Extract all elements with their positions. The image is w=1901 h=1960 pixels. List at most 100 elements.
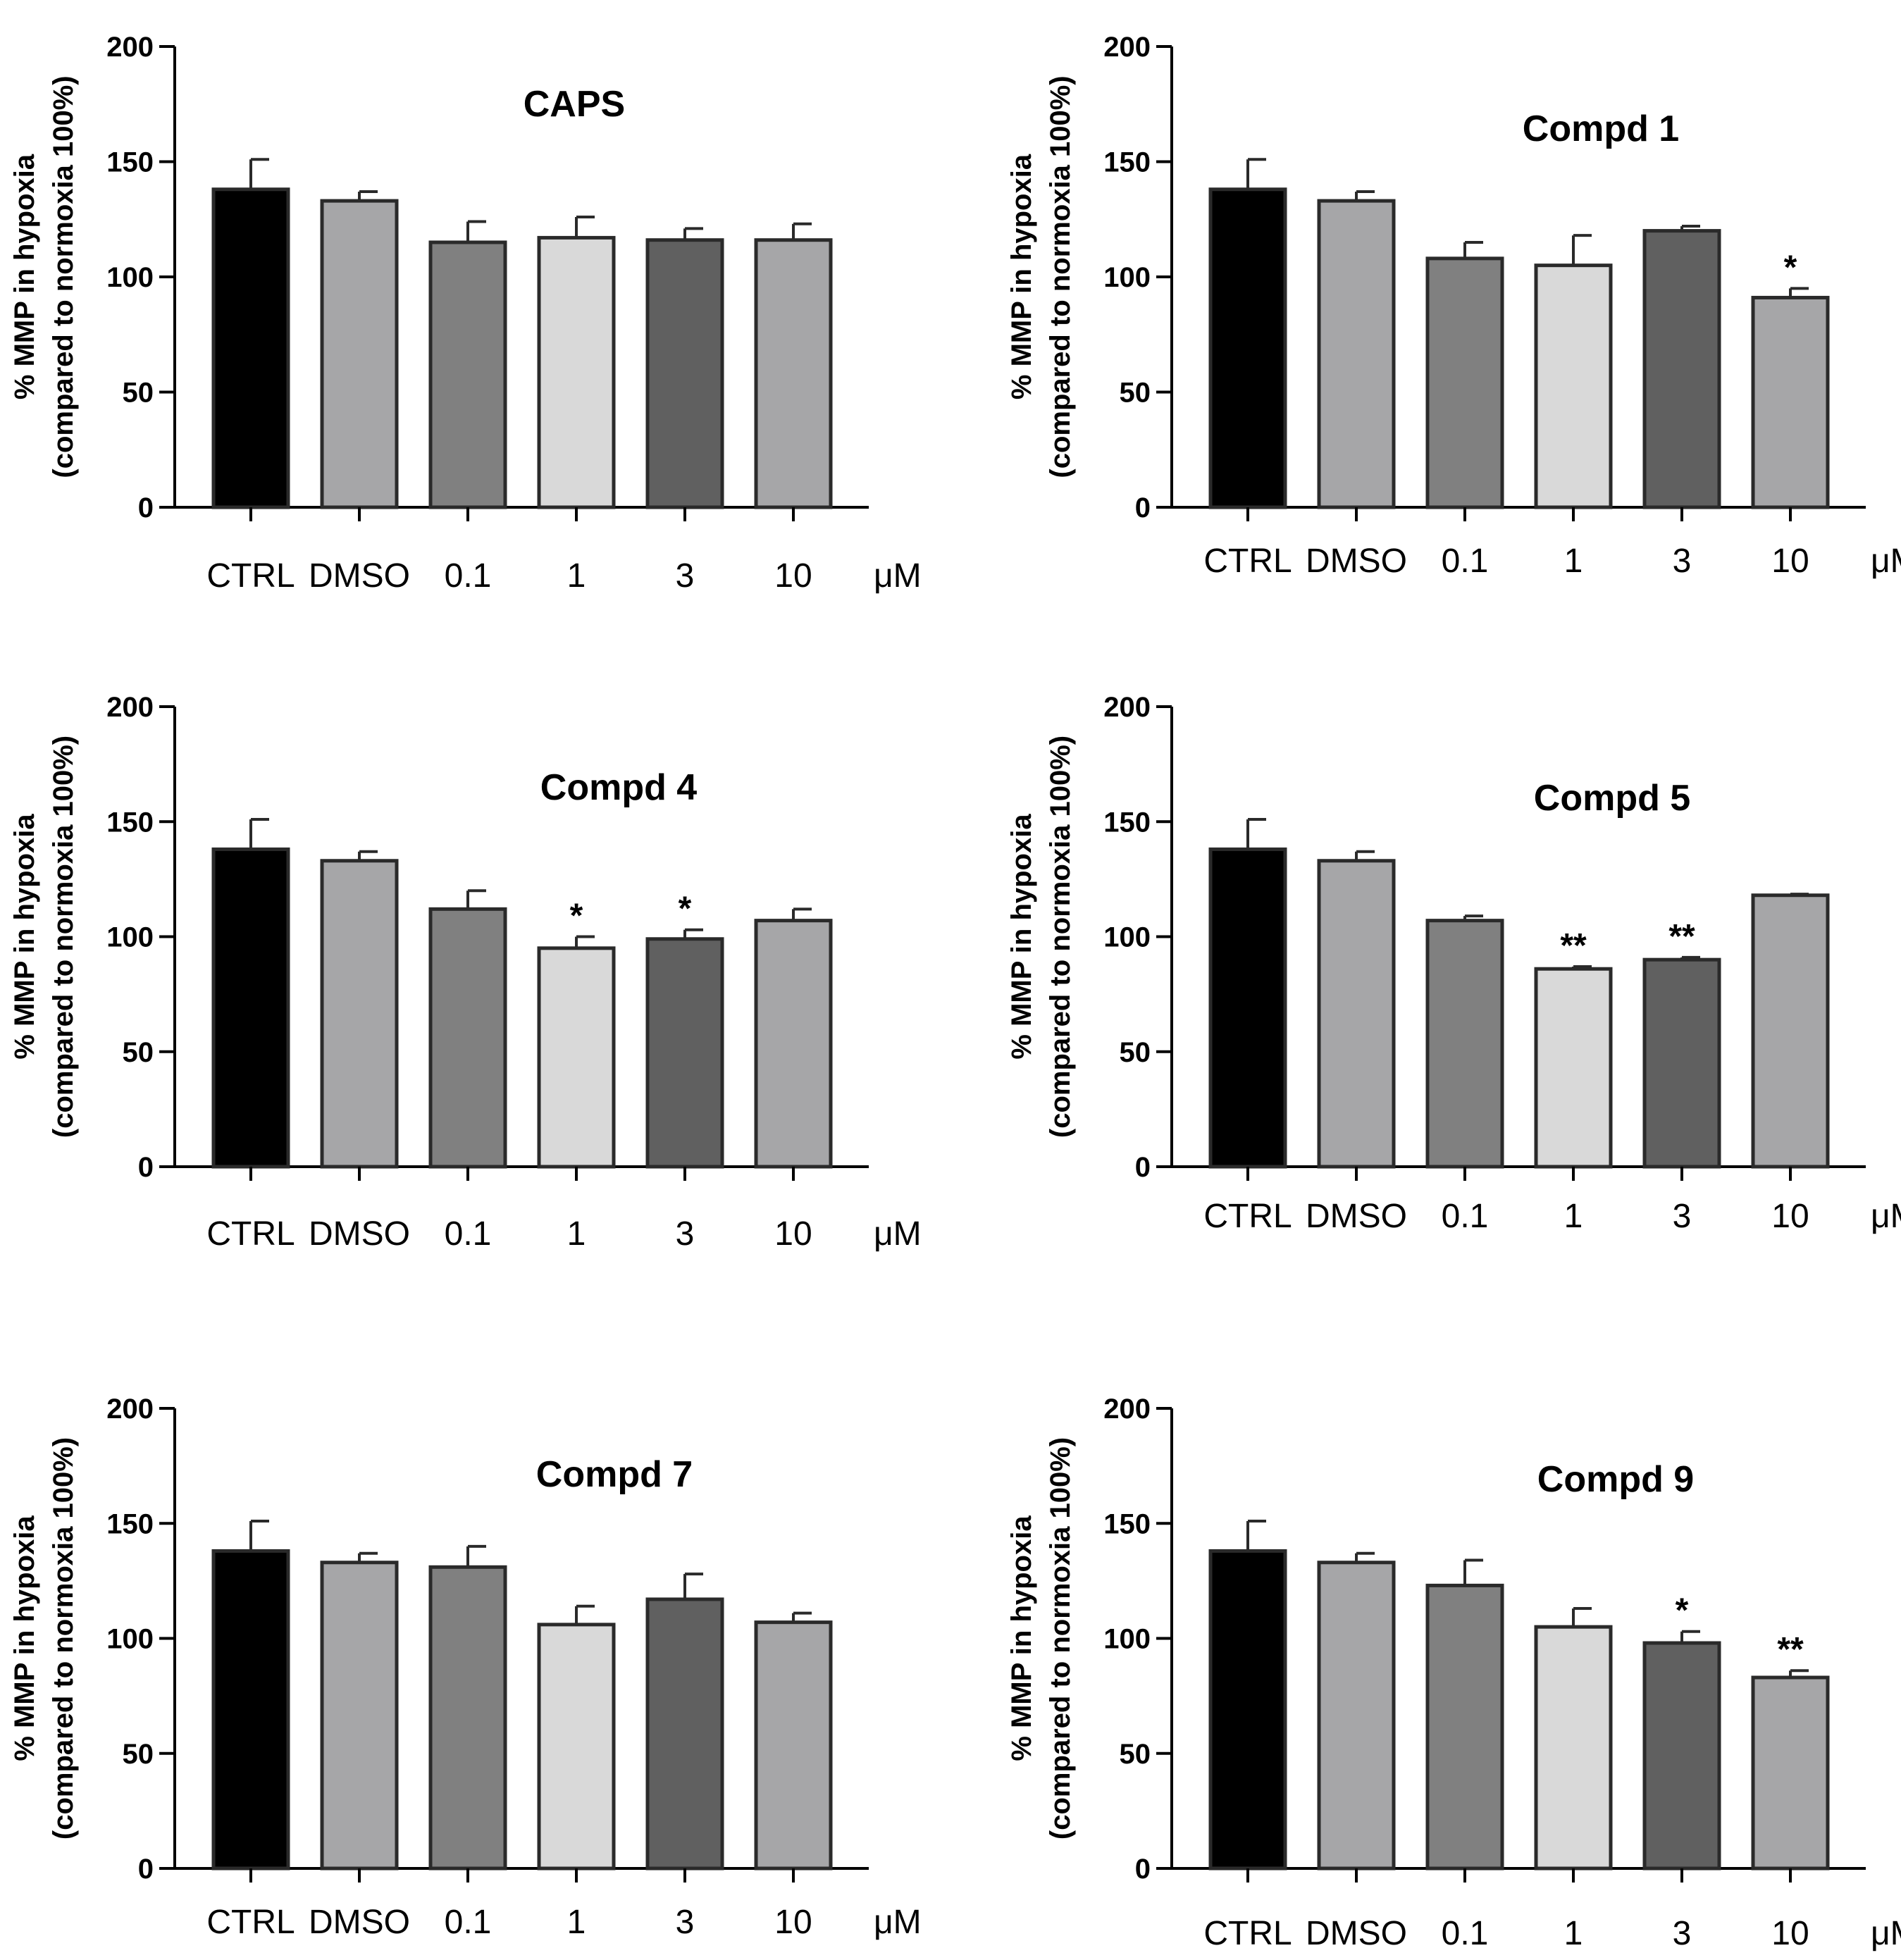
y-tick-label: 0	[138, 1152, 154, 1183]
y-tick-label: 150	[106, 807, 154, 838]
x-tick-label: 3	[676, 557, 695, 595]
bar-3	[645, 1597, 724, 1871]
x-tick-label: 1	[567, 1904, 586, 1941]
x-tick-label: 10	[774, 1904, 812, 1941]
x-tick-label: 1	[1564, 542, 1583, 580]
y-tick-label: 50	[1120, 1037, 1151, 1068]
bar-dmso	[320, 199, 399, 509]
y-axis-label-line1: % MMP in hypoxia	[9, 1515, 40, 1761]
bar-0-1	[1425, 919, 1504, 1169]
y-tick-label: 50	[123, 1739, 154, 1770]
significance-marker: *	[1784, 249, 1797, 286]
chart-title: Compd 5	[1534, 778, 1690, 819]
y-axis-label-line1: % MMP in hypoxia	[9, 814, 40, 1060]
y-tick-label: 200	[1103, 692, 1151, 723]
x-tick-label: 10	[774, 1215, 812, 1253]
bar-10	[754, 919, 833, 1169]
bar-0-1	[1425, 256, 1504, 509]
bar-dmso	[1317, 199, 1396, 509]
bar-ctrl	[211, 1549, 290, 1871]
y-axis-label-line2: (compared to normoxia 100%)	[1045, 75, 1076, 478]
bar-dmso	[320, 859, 399, 1169]
bar-0-1	[428, 907, 507, 1169]
x-tick-label: 10	[1771, 542, 1809, 580]
x-tick-label: 3	[1673, 1915, 1692, 1952]
y-axis-label-line1: % MMP in hypoxia	[1006, 154, 1037, 399]
x-tick-label: CTRL	[1203, 1198, 1292, 1235]
significance-marker: *	[570, 898, 583, 935]
y-tick-label: 150	[1103, 1508, 1151, 1539]
y-tick-label: 150	[106, 147, 154, 178]
x-unit-label: μM	[1871, 542, 1901, 580]
x-tick-label: 0.1	[1442, 1915, 1489, 1952]
y-tick-label: 100	[1103, 1624, 1151, 1655]
x-tick-label: 10	[1771, 1198, 1809, 1235]
x-tick-label: DMSO	[1306, 542, 1407, 580]
bar-3	[1642, 957, 1721, 1169]
chart-title: Compd 9	[1537, 1459, 1694, 1500]
x-tick-label: 1	[567, 557, 586, 595]
y-tick-label: 0	[138, 1854, 154, 1885]
bar-1	[1534, 1625, 1613, 1871]
bar-1	[1534, 967, 1613, 1169]
y-tick-label: 50	[123, 378, 154, 409]
bar-ctrl	[1208, 1549, 1287, 1871]
x-tick-label: 0.1	[445, 557, 492, 595]
bar-ctrl	[1208, 847, 1287, 1169]
x-tick-label: CTRL	[1203, 542, 1292, 580]
bar-0-1	[428, 1565, 507, 1871]
x-tick-label: DMSO	[309, 557, 410, 595]
bar-1	[1534, 263, 1613, 509]
x-tick-label: DMSO	[1306, 1915, 1407, 1952]
y-tick-label: 200	[1103, 1394, 1151, 1425]
y-tick-label: 100	[1103, 262, 1151, 293]
chart-title: Compd 4	[540, 767, 698, 808]
x-tick-label: 3	[1673, 542, 1692, 580]
chart-title: Compd 1	[1523, 108, 1679, 149]
y-axis-label-line1: % MMP in hypoxia	[1006, 814, 1037, 1060]
y-tick-label: 50	[1120, 1739, 1151, 1770]
bar-10	[754, 238, 833, 509]
x-tick-label: CTRL	[1203, 1915, 1292, 1952]
y-axis-label-line1: % MMP in hypoxia	[1006, 1515, 1037, 1761]
x-unit-label: μM	[1871, 1198, 1901, 1235]
x-tick-label: CTRL	[206, 557, 295, 595]
bar-3	[645, 937, 724, 1169]
chart-title: Compd 7	[536, 1454, 693, 1495]
y-axis-label-line2: (compared to normoxia 100%)	[48, 736, 79, 1138]
y-tick-label: 50	[1120, 378, 1151, 409]
x-unit-label: μM	[1871, 1915, 1901, 1952]
y-axis-label-line2: (compared to normoxia 100%)	[1045, 736, 1076, 1138]
x-tick-label: 1	[1564, 1915, 1583, 1952]
y-tick-label: 150	[1103, 807, 1151, 838]
y-tick-label: 0	[1135, 1854, 1151, 1885]
x-tick-label: 0.1	[1442, 1198, 1489, 1235]
bar-1	[537, 1623, 616, 1871]
y-tick-label: 100	[106, 1624, 154, 1655]
x-tick-label: 3	[676, 1904, 695, 1941]
bar-dmso	[1317, 1561, 1396, 1871]
y-tick-label: 100	[106, 922, 154, 953]
chart-panel-compd1: 0 50 100 150 200 % MMP in hypoxia (compared to…	[1006, 32, 1901, 580]
y-axis-label-line2: (compared to normoxia 100%)	[1045, 1437, 1076, 1840]
x-tick-label: 10	[1771, 1915, 1809, 1952]
bar-ctrl	[211, 847, 290, 1169]
x-tick-label: CTRL	[206, 1215, 295, 1253]
y-tick-label: 200	[106, 1394, 154, 1425]
x-tick-label: 0.1	[445, 1215, 492, 1253]
chart-panel-compd5: 0 50 100 150 200 % MMP in hypoxia (compared to…	[1006, 692, 1901, 1235]
y-tick-label: 150	[1103, 147, 1151, 178]
x-tick-label: 1	[567, 1215, 586, 1253]
significance-marker: *	[679, 891, 692, 928]
x-tick-label: 1	[1564, 1198, 1583, 1235]
x-unit-label: μM	[874, 1215, 922, 1253]
bar-dmso	[320, 1561, 399, 1871]
y-axis-label-line2: (compared to normoxia 100%)	[48, 1437, 79, 1840]
chart-title: CAPS	[524, 84, 625, 125]
x-tick-label: DMSO	[309, 1215, 410, 1253]
chart-panel-compd7: 0 50 100 150 200 % MMP in hypoxia (compared to…	[9, 1394, 922, 1941]
bar-ctrl	[211, 187, 290, 509]
x-tick-label: 10	[774, 557, 812, 595]
x-tick-label: CTRL	[206, 1904, 295, 1941]
significance-marker: **	[1777, 1631, 1804, 1668]
